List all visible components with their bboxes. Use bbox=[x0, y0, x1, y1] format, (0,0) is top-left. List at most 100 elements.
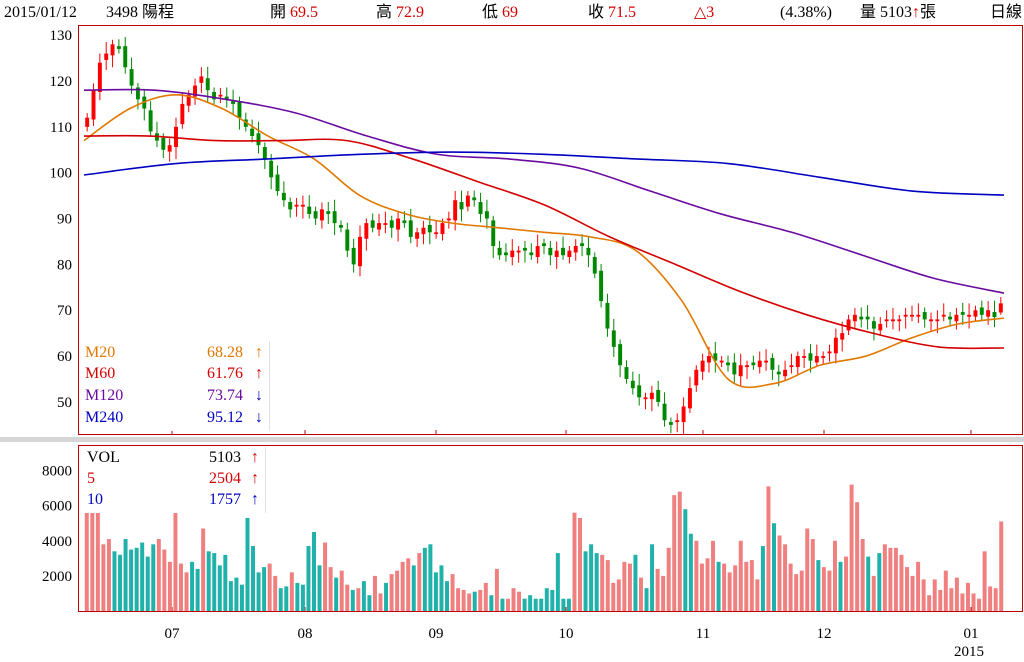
candle-body bbox=[281, 192, 286, 201]
candle bbox=[865, 305, 870, 330]
volume-bar bbox=[860, 539, 865, 611]
candle bbox=[624, 360, 629, 384]
candle-body bbox=[833, 337, 838, 354]
volume-bar bbox=[101, 544, 106, 611]
candle-body bbox=[415, 232, 420, 239]
vol5-value: 2504 bbox=[209, 470, 241, 487]
candle-body bbox=[269, 160, 274, 178]
volume-bar bbox=[217, 565, 222, 611]
candle-body bbox=[979, 307, 984, 315]
ma120-arrow: ↓ bbox=[255, 387, 263, 404]
volume-bar bbox=[456, 588, 461, 611]
volume-bar bbox=[589, 544, 594, 611]
volume-bar bbox=[428, 544, 433, 611]
candle-body bbox=[935, 319, 940, 322]
x-tick-label: 08 bbox=[298, 626, 313, 642]
volume-bar bbox=[511, 588, 516, 611]
volume-bar bbox=[389, 574, 394, 611]
price-tick-label: 100 bbox=[50, 166, 73, 182]
candle bbox=[421, 220, 426, 245]
volume-bar bbox=[943, 570, 948, 611]
candle bbox=[656, 380, 661, 407]
volume-bar bbox=[145, 556, 150, 611]
candle-body bbox=[986, 310, 991, 317]
volume-bar bbox=[910, 575, 915, 611]
candle-body bbox=[649, 392, 654, 400]
volume-bar bbox=[650, 544, 655, 611]
volume-bar bbox=[633, 554, 638, 611]
candle-body bbox=[783, 369, 788, 377]
candle bbox=[535, 234, 540, 264]
candle bbox=[294, 197, 299, 217]
candle-body bbox=[694, 369, 699, 386]
volume-bar bbox=[627, 563, 632, 611]
volume-bar bbox=[600, 554, 605, 611]
volume-bar bbox=[262, 567, 267, 611]
candle-body bbox=[859, 316, 864, 320]
candle bbox=[567, 246, 572, 264]
volume-bar bbox=[977, 598, 982, 611]
candle bbox=[910, 305, 914, 322]
candle-body bbox=[243, 119, 248, 127]
ma-line-m240 bbox=[83, 151, 1005, 196]
candle-body bbox=[161, 137, 166, 150]
volume-bar bbox=[594, 553, 599, 611]
volume-bar bbox=[522, 598, 527, 611]
volume-bar bbox=[517, 591, 522, 611]
candle bbox=[370, 213, 375, 233]
volume-bar bbox=[927, 595, 932, 611]
volume-bar bbox=[422, 547, 427, 611]
candle bbox=[212, 87, 217, 104]
volume-bar bbox=[450, 574, 455, 611]
volume-bar bbox=[367, 595, 372, 611]
volume-bar bbox=[528, 595, 533, 611]
volume-bar bbox=[129, 549, 134, 611]
ma20-value: 68.28 bbox=[207, 344, 243, 361]
candle bbox=[491, 215, 496, 258]
candle bbox=[313, 206, 318, 225]
volume-bar bbox=[406, 558, 411, 611]
header-volume: 量 5103↑張 bbox=[860, 4, 936, 22]
volume-bar bbox=[411, 565, 416, 611]
volume-bar bbox=[300, 584, 305, 611]
volume-bar bbox=[566, 598, 571, 611]
candle bbox=[345, 222, 350, 258]
candle bbox=[275, 165, 280, 196]
candle-body bbox=[554, 250, 559, 258]
volume-bar bbox=[871, 575, 876, 611]
volume-bar bbox=[439, 565, 444, 611]
candle-body bbox=[542, 243, 546, 247]
candle-body bbox=[852, 314, 857, 322]
candle bbox=[611, 318, 616, 357]
candle-body bbox=[840, 333, 845, 340]
volume-tick-label: 6000 bbox=[42, 499, 72, 515]
candle-body bbox=[878, 323, 883, 331]
candle-body bbox=[960, 312, 965, 315]
x-tick-label: 11 bbox=[696, 626, 710, 642]
candle bbox=[262, 142, 267, 170]
candle-body bbox=[256, 133, 261, 146]
candle bbox=[396, 211, 401, 242]
candle-body bbox=[941, 314, 946, 317]
price-tick-label: 80 bbox=[57, 257, 72, 273]
candle bbox=[472, 190, 477, 207]
volume-bar bbox=[722, 563, 727, 611]
candle-body bbox=[561, 247, 566, 256]
candle bbox=[681, 397, 686, 434]
volume-bar bbox=[289, 572, 294, 611]
candle-body bbox=[104, 53, 109, 60]
x-tick-label: 10 bbox=[559, 626, 574, 642]
volume-bar bbox=[173, 510, 178, 611]
close-label: 收 bbox=[588, 4, 605, 21]
volume-bar bbox=[500, 598, 505, 611]
volume-up-arrow: ↑ bbox=[912, 4, 921, 21]
moving-average-lines bbox=[83, 88, 1005, 389]
x-tick-label: 09 bbox=[429, 626, 444, 642]
volume-bar bbox=[749, 560, 754, 611]
candle-body bbox=[656, 389, 661, 402]
candle bbox=[218, 87, 223, 104]
candle bbox=[522, 241, 527, 263]
volume-bar bbox=[162, 549, 167, 611]
candle bbox=[459, 190, 464, 222]
volume-bars bbox=[84, 484, 1004, 611]
